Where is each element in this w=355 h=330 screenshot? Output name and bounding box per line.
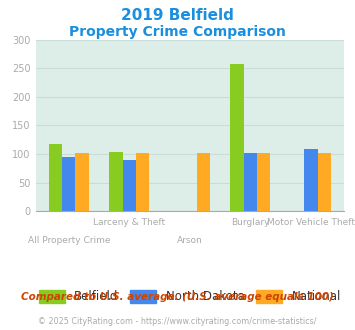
Text: Compared to U.S. average. (U.S. average equals 100): Compared to U.S. average. (U.S. average …: [21, 292, 334, 302]
Text: © 2025 CityRating.com - https://www.cityrating.com/crime-statistics/: © 2025 CityRating.com - https://www.city…: [38, 317, 317, 326]
Bar: [304, 149, 318, 211]
Text: Property Crime Comparison: Property Crime Comparison: [69, 25, 286, 39]
Text: Motor Vehicle Theft: Motor Vehicle Theft: [267, 218, 355, 227]
Bar: [197, 153, 210, 211]
Bar: [49, 144, 62, 211]
Legend: Belfield, North Dakota, National: Belfield, North Dakota, National: [34, 286, 346, 308]
Bar: [244, 153, 257, 211]
Bar: [136, 153, 149, 211]
Bar: [62, 157, 76, 211]
Text: Larceny & Theft: Larceny & Theft: [93, 218, 165, 227]
Bar: [318, 153, 331, 211]
Text: Burglary: Burglary: [231, 218, 270, 227]
Bar: [109, 152, 123, 211]
Bar: [123, 160, 136, 211]
Text: Arson: Arson: [177, 236, 203, 245]
Bar: [230, 64, 244, 211]
Text: 2019 Belfield: 2019 Belfield: [121, 8, 234, 23]
Bar: [76, 153, 89, 211]
Bar: [257, 153, 271, 211]
Text: All Property Crime: All Property Crime: [28, 236, 110, 245]
